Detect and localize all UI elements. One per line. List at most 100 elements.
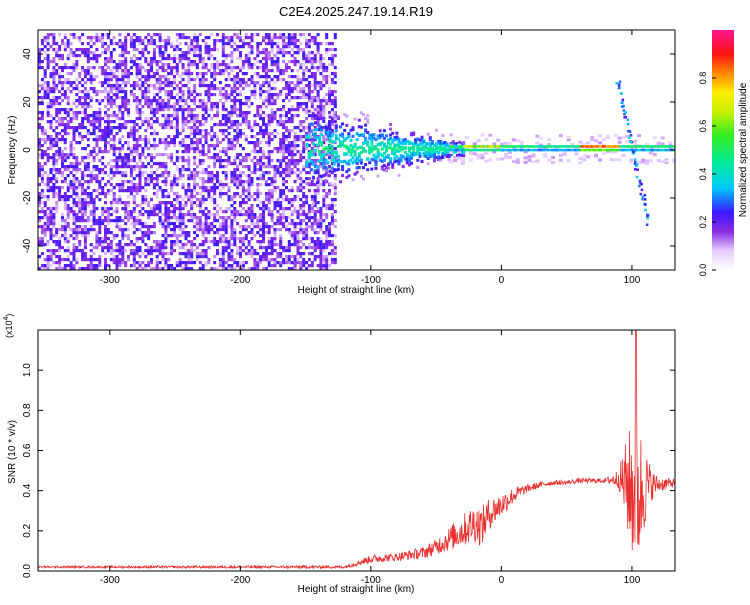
heatmap-cell bbox=[247, 153, 251, 157]
heatmap-cell bbox=[374, 160, 378, 164]
heatmap-cell bbox=[164, 120, 168, 124]
heatmap-cell bbox=[256, 186, 260, 190]
heatmap-cell bbox=[282, 258, 286, 262]
heatmap-cell bbox=[343, 113, 347, 116]
heatmap-cell bbox=[63, 219, 67, 223]
heatmap-cell bbox=[89, 132, 93, 136]
heatmap-cell bbox=[227, 111, 231, 115]
heatmap-cell bbox=[181, 207, 185, 211]
heatmap-cell bbox=[262, 156, 265, 160]
heatmap-cell bbox=[78, 195, 82, 199]
heatmap-cell bbox=[218, 258, 222, 262]
heatmap-cell bbox=[324, 125, 328, 129]
heatmap-cell bbox=[285, 66, 288, 70]
heatmap-cell bbox=[282, 114, 286, 118]
heatmap-cell bbox=[61, 228, 64, 232]
heatmap-cell bbox=[233, 240, 237, 244]
heatmap-cell bbox=[121, 207, 125, 211]
heatmap-cell bbox=[121, 234, 125, 238]
heatmap-cell bbox=[86, 168, 90, 172]
heatmap-cell bbox=[115, 162, 119, 166]
heatmap-cell bbox=[89, 228, 93, 232]
heatmap-cell bbox=[135, 69, 139, 73]
heatmap-cell bbox=[224, 261, 228, 265]
heatmap-cell bbox=[190, 48, 194, 52]
heatmap-cell bbox=[46, 57, 50, 61]
heatmap-cell bbox=[129, 132, 133, 136]
heatmap-cell bbox=[262, 120, 265, 124]
heatmap-cell bbox=[92, 66, 96, 70]
heatmap-cell bbox=[181, 222, 185, 226]
heatmap-cell bbox=[316, 93, 320, 97]
heatmap-cell bbox=[230, 123, 234, 127]
heatmap-cell bbox=[264, 72, 268, 76]
heatmap-cell bbox=[296, 234, 300, 238]
heatmap-cell bbox=[61, 258, 64, 262]
heatmap-cell bbox=[276, 78, 280, 82]
heatmap-cell bbox=[213, 66, 217, 70]
heatmap-cell bbox=[359, 145, 363, 149]
heatmap-cell bbox=[201, 78, 205, 82]
heatmap-cell bbox=[236, 261, 240, 265]
heatmap-cell bbox=[233, 195, 237, 199]
heatmap-cell bbox=[322, 105, 326, 109]
heatmap-cell bbox=[233, 87, 237, 91]
heatmap-cell bbox=[104, 75, 107, 79]
heatmap-cell bbox=[106, 72, 110, 76]
heatmap-cell bbox=[320, 174, 324, 178]
heatmap-cell bbox=[69, 171, 73, 175]
heatmap-cell bbox=[241, 207, 245, 211]
heatmap-cell bbox=[124, 108, 128, 112]
heatmap-cell bbox=[170, 81, 174, 85]
heatmap-cell bbox=[43, 258, 47, 262]
heatmap-cell bbox=[227, 186, 231, 190]
heatmap-cell bbox=[121, 63, 125, 67]
heatmap-cell bbox=[302, 75, 306, 79]
heatmap-cell bbox=[193, 87, 197, 91]
heatmap-cell bbox=[83, 231, 87, 235]
heatmap-cell bbox=[218, 120, 222, 124]
heatmap-cell bbox=[204, 249, 208, 253]
heatmap-cell bbox=[150, 69, 153, 73]
heatmap-cell bbox=[318, 136, 322, 140]
heatmap-cell bbox=[270, 213, 274, 217]
heatmap-cell bbox=[201, 129, 205, 133]
heatmap-cell bbox=[138, 213, 142, 217]
heatmap-cell bbox=[184, 261, 188, 265]
heatmap-cell bbox=[221, 51, 225, 55]
heatmap-cell bbox=[307, 163, 311, 167]
heatmap-cell bbox=[164, 225, 168, 229]
heatmap-cells bbox=[38, 33, 675, 270]
heatmap-cell bbox=[311, 175, 315, 179]
heatmap-cell bbox=[267, 213, 271, 217]
heatmap-cell bbox=[112, 201, 116, 205]
heatmap-cell bbox=[135, 144, 139, 148]
heatmap-cell bbox=[89, 36, 93, 40]
heatmap-cell bbox=[296, 69, 300, 73]
heatmap-cell bbox=[52, 213, 56, 217]
heatmap-cell bbox=[58, 96, 62, 100]
heatmap-cell bbox=[198, 60, 202, 64]
heatmap-cell bbox=[170, 228, 174, 232]
heatmap-cell bbox=[216, 72, 219, 76]
heatmap-cell bbox=[135, 240, 139, 244]
heatmap-cell bbox=[273, 33, 277, 37]
heatmap-cell bbox=[55, 69, 59, 73]
heatmap-cell bbox=[118, 105, 122, 109]
heatmap-cell bbox=[61, 123, 64, 127]
heatmap-cell bbox=[83, 207, 87, 211]
heatmap-cell bbox=[138, 210, 142, 214]
heatmap-cell bbox=[150, 153, 153, 157]
heatmap-cell bbox=[63, 117, 67, 121]
heatmap-cell bbox=[55, 192, 59, 196]
heatmap-cell bbox=[393, 156, 397, 160]
heatmap-cell bbox=[324, 179, 328, 183]
heatmap-cell bbox=[305, 182, 309, 186]
heatmap-cell bbox=[164, 126, 168, 130]
heatmap-cell bbox=[127, 195, 130, 199]
heatmap-cell bbox=[282, 108, 286, 112]
heatmap-cell bbox=[187, 159, 191, 163]
heatmap-cell bbox=[155, 240, 159, 244]
heatmap-cell bbox=[276, 243, 280, 247]
heatmap-cell bbox=[81, 267, 85, 270]
